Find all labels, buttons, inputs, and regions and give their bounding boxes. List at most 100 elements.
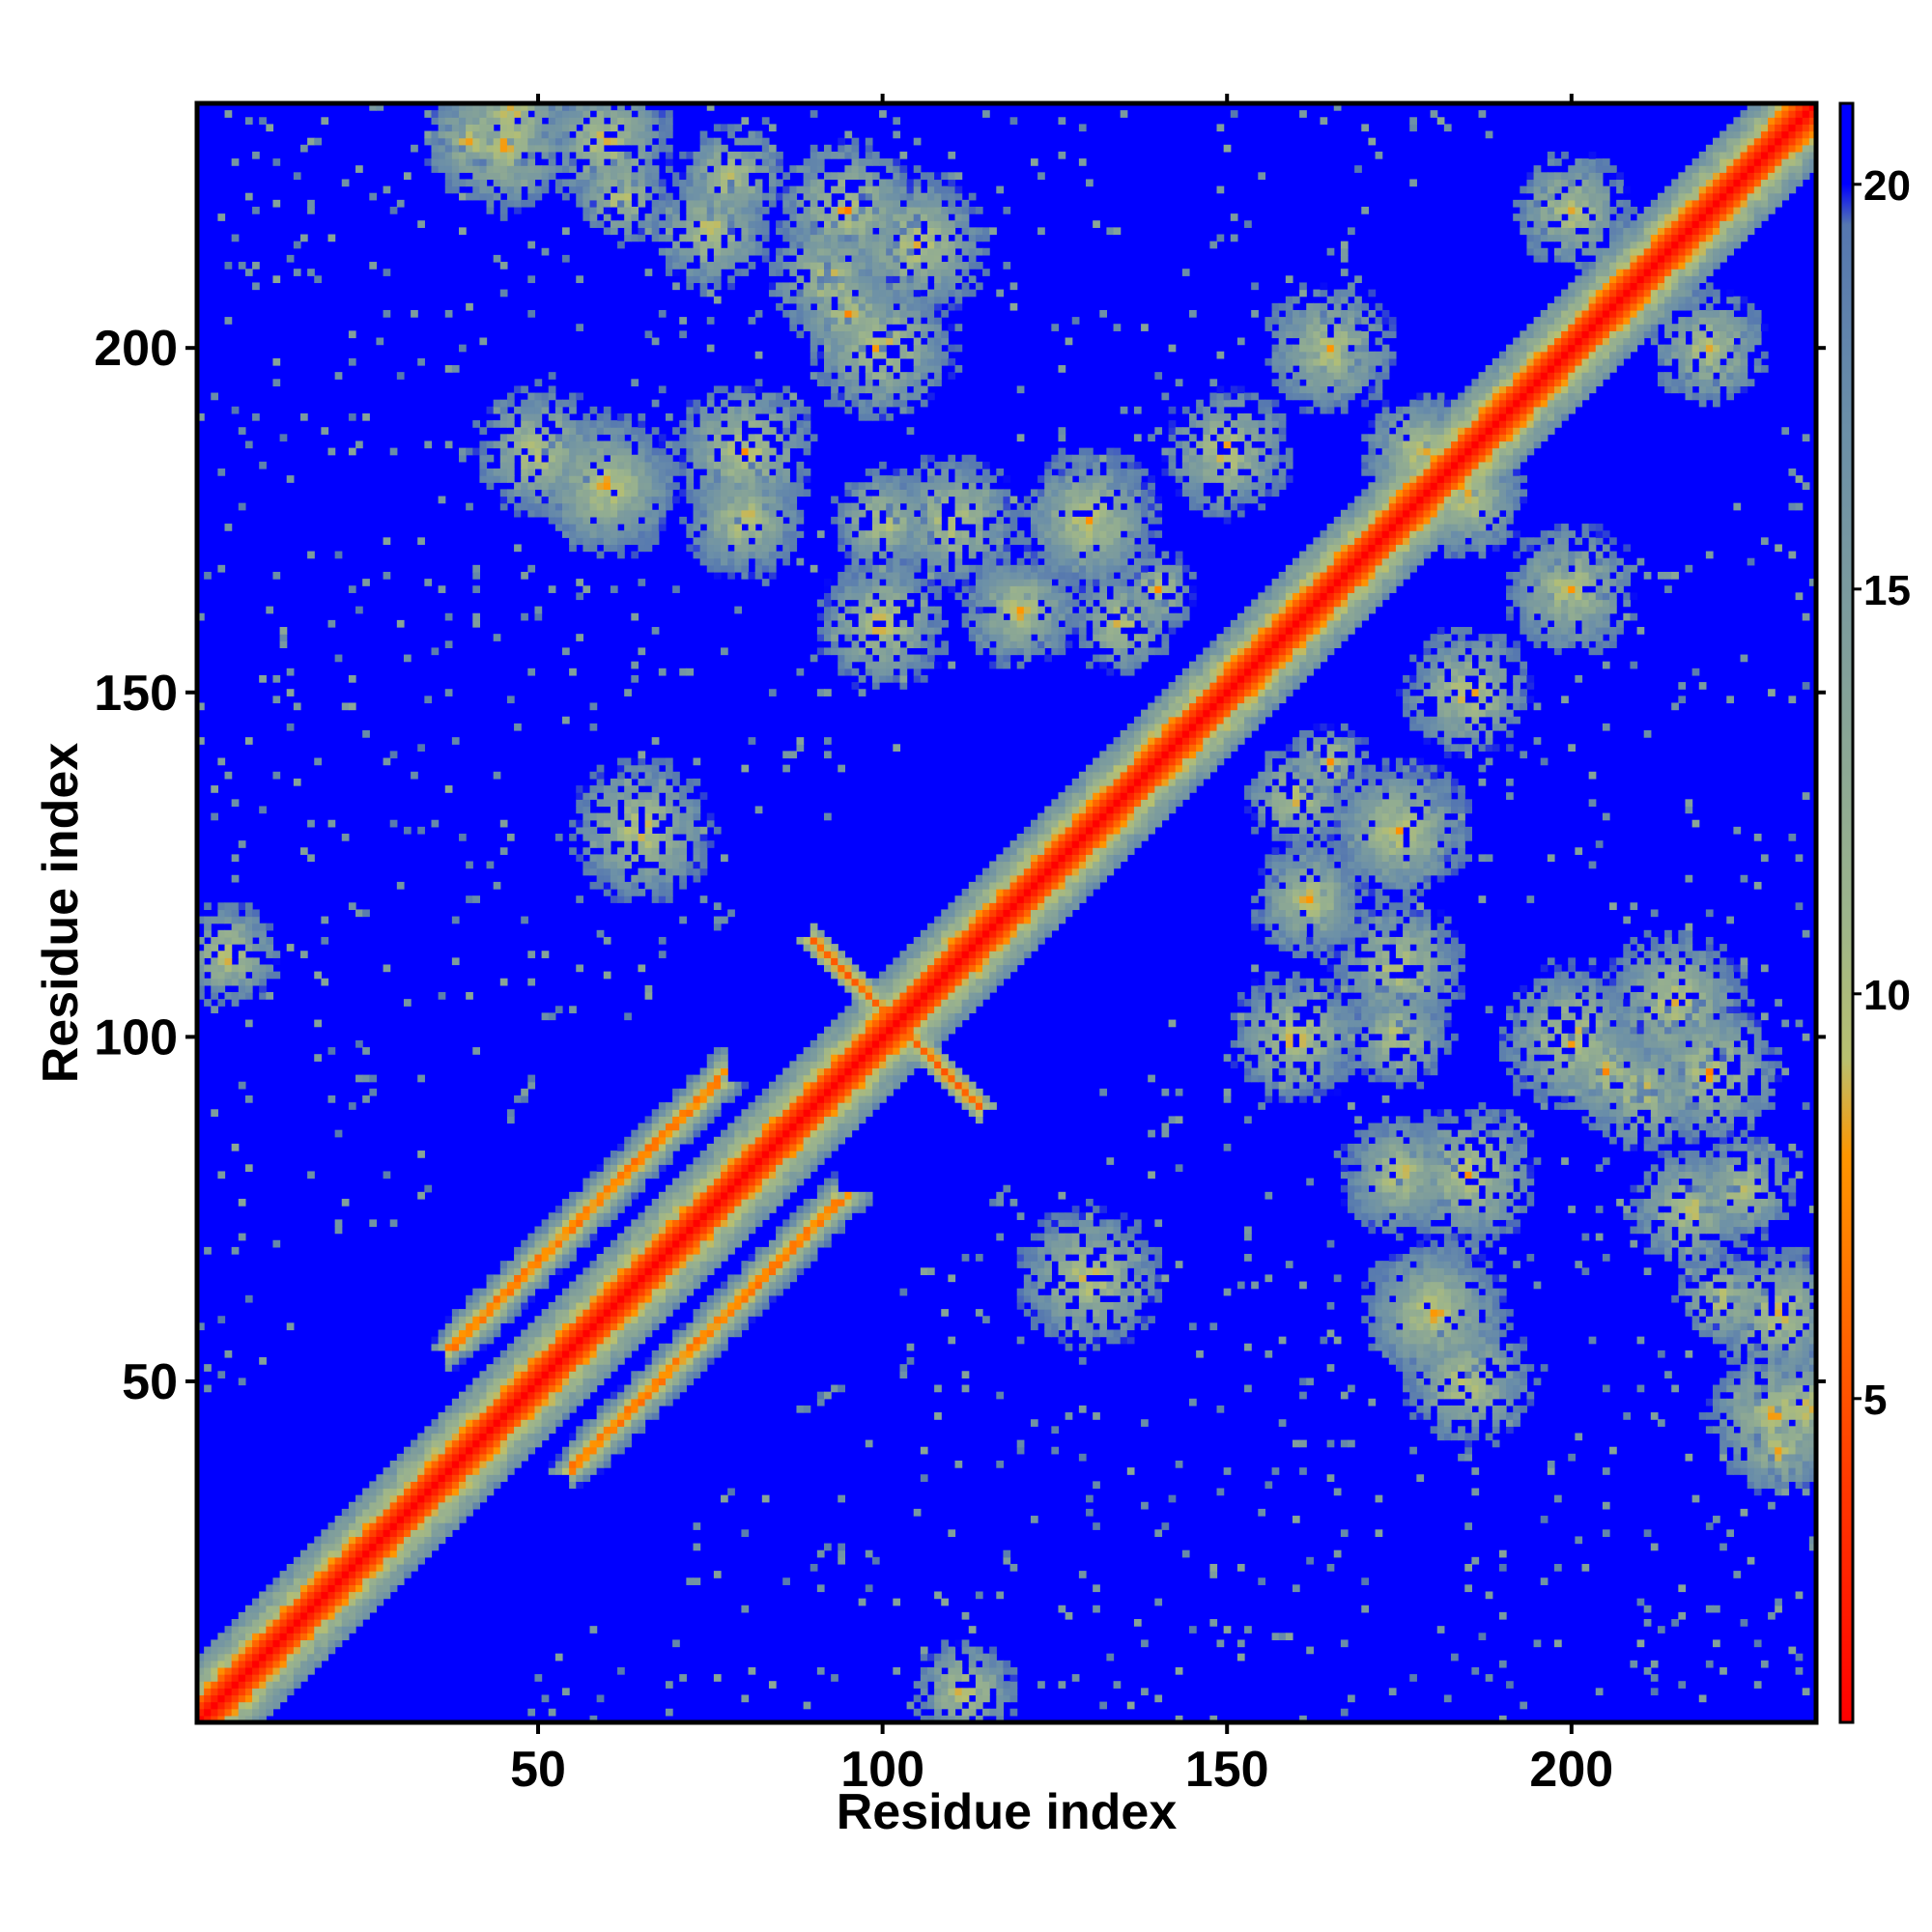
heatmap-cell	[824, 1129, 832, 1138]
heatmap-cell	[369, 1481, 378, 1490]
heatmap-cell	[554, 1371, 563, 1378]
heatmap-cell	[582, 420, 591, 428]
heatmap-cell	[610, 1391, 618, 1400]
heatmap-cell	[369, 1577, 378, 1585]
heatmap-cell	[721, 1157, 728, 1165]
heatmap-cell	[665, 110, 673, 118]
heatmap-cell	[638, 778, 646, 786]
heatmap-cell	[768, 1081, 777, 1090]
heatmap-cell	[796, 482, 805, 490]
heatmap-cell	[741, 496, 750, 504]
heatmap-cell	[665, 854, 673, 863]
heatmap-cell	[493, 1426, 501, 1435]
heatmap-cell	[672, 482, 680, 490]
heatmap-cell	[341, 1543, 350, 1551]
heatmap-cell	[534, 1357, 543, 1365]
heatmap-cell	[748, 1294, 756, 1303]
heatmap-cell	[355, 165, 363, 173]
heatmap-cell	[810, 1164, 818, 1173]
heatmap-cell	[569, 1453, 577, 1462]
heatmap-cell	[624, 496, 632, 504]
heatmap-cell	[321, 1571, 329, 1578]
heatmap-cell	[679, 826, 687, 835]
heatmap-cell	[603, 502, 611, 511]
heatmap-cell	[617, 826, 625, 835]
heatmap-cell	[603, 812, 611, 821]
heatmap-cell	[748, 1143, 756, 1151]
heatmap-cell	[617, 1261, 625, 1268]
heatmap-cell	[554, 1453, 563, 1462]
heatmap-cell	[534, 440, 543, 449]
heatmap-cell	[672, 241, 680, 249]
heatmap-cell	[307, 1577, 315, 1585]
heatmap-cell	[768, 1171, 777, 1179]
heatmap-cell	[499, 440, 508, 449]
heatmap-cell	[244, 1674, 253, 1682]
heatmap-cell	[554, 1329, 563, 1338]
heatmap-cell	[499, 1426, 508, 1435]
heatmap-cell	[603, 447, 611, 456]
heatmap-cell	[582, 509, 591, 518]
heatmap-cell	[631, 489, 639, 497]
heatmap-cell	[431, 1536, 440, 1545]
heatmap-cell	[596, 537, 605, 546]
heatmap-cell	[334, 1563, 343, 1572]
heatmap-cell	[554, 1233, 563, 1241]
heatmap-cell	[789, 206, 798, 214]
heatmap-cell	[499, 158, 508, 166]
heatmap-cell	[638, 427, 646, 435]
heatmap-cell	[831, 1191, 838, 1200]
heatmap-cell	[686, 440, 695, 449]
heatmap-cell	[576, 826, 583, 835]
heatmap-cell	[569, 1301, 577, 1310]
heatmap-cell	[631, 1171, 639, 1179]
heatmap-cell	[727, 1171, 735, 1179]
heatmap-cell	[348, 1598, 356, 1606]
heatmap-cell	[610, 854, 618, 863]
heatmap-cell	[727, 1157, 735, 1165]
heatmap-cell	[810, 1212, 818, 1220]
heatmap-cell	[617, 165, 625, 173]
heatmap-cell	[789, 1061, 798, 1069]
heatmap-cell	[713, 496, 722, 504]
heatmap-cell	[727, 461, 735, 469]
heatmap-cell	[679, 1136, 687, 1145]
heatmap-cell	[644, 1233, 653, 1241]
heatmap-cell	[824, 241, 832, 249]
heatmap-cell	[286, 1646, 295, 1655]
heatmap-cell	[279, 434, 288, 442]
heatmap-cell	[782, 551, 790, 559]
heatmap-cell	[748, 247, 756, 256]
heatmap-cell	[644, 1212, 653, 1220]
heatmap-cell	[493, 137, 501, 146]
heatmap-cell	[307, 819, 315, 828]
heatmap-cell	[603, 1426, 611, 1435]
heatmap-cell	[582, 1357, 591, 1365]
heatmap-cell	[499, 1439, 508, 1448]
heatmap-cell	[679, 1357, 687, 1365]
heatmap-cell	[754, 516, 763, 525]
heatmap-cell	[741, 551, 750, 559]
heatmap-cell	[761, 1261, 770, 1268]
heatmap-cell	[541, 1419, 550, 1427]
heatmap-cell	[438, 1343, 446, 1351]
heatmap-cell	[279, 1611, 288, 1620]
heatmap-cell	[561, 1364, 570, 1372]
heatmap-cell	[472, 1460, 481, 1468]
heatmap-cell	[479, 1460, 488, 1468]
heatmap-cell	[417, 1191, 425, 1200]
heatmap-cell	[327, 1605, 336, 1613]
heatmap-cell	[672, 206, 680, 214]
heatmap-cell	[796, 213, 805, 221]
heatmap-cell	[576, 819, 583, 828]
heatmap-cell	[417, 1474, 425, 1482]
heatmap-cell	[610, 785, 618, 793]
heatmap-cell	[748, 165, 756, 173]
heatmap-cell	[665, 847, 673, 855]
heatmap-cell	[810, 1219, 818, 1228]
heatmap-cell	[521, 509, 528, 518]
heatmap-cell	[727, 158, 735, 166]
heatmap-cell	[727, 1212, 735, 1220]
heatmap-cell	[231, 936, 240, 945]
heatmap-cell	[665, 764, 673, 773]
